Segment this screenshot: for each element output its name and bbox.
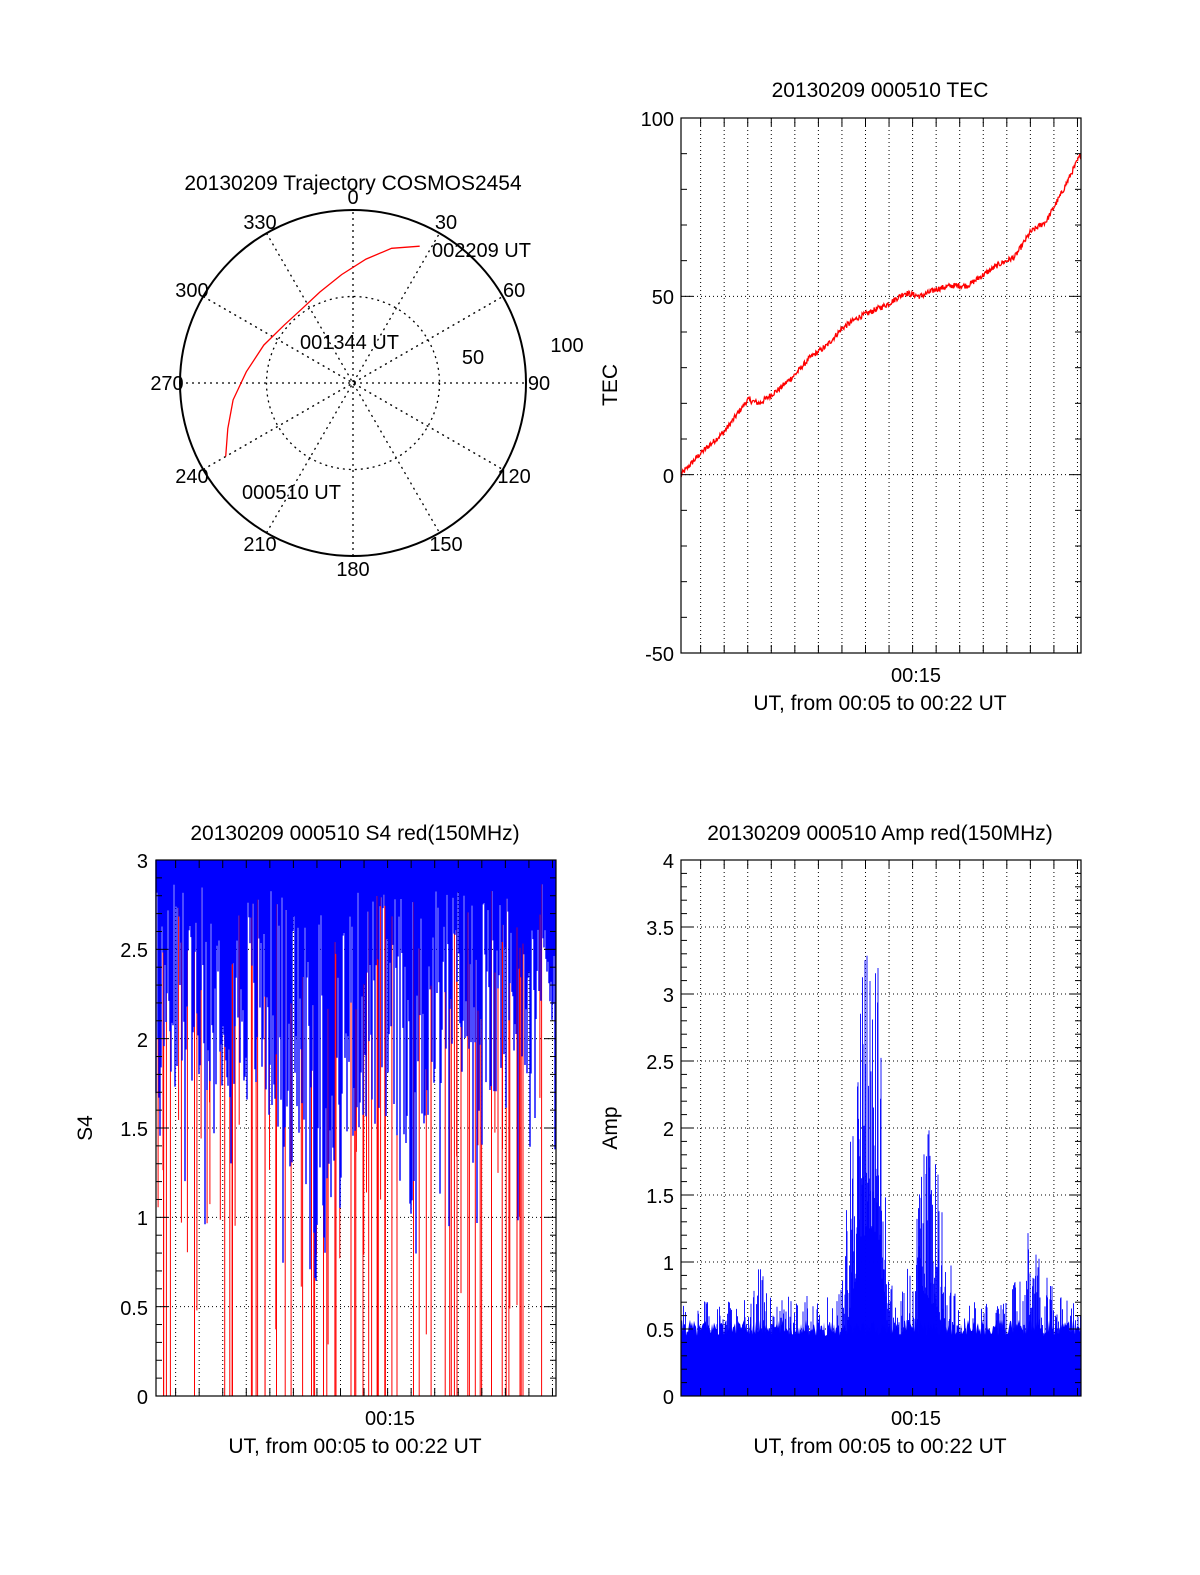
amp-xtick-label: 00:15 xyxy=(891,1408,941,1430)
polar-spoke xyxy=(202,295,504,471)
azimuth-tick-label: 0 xyxy=(347,187,358,209)
amp-ytick-label: 2 xyxy=(663,1119,674,1141)
tec-ytick-label: 50 xyxy=(652,287,674,309)
s4-xtick-label: 00:15 xyxy=(365,1408,415,1430)
amp-ytick-label: 1.5 xyxy=(646,1186,674,1208)
s4-ytick-label: 0.5 xyxy=(120,1298,148,1320)
azimuth-tick-label: 150 xyxy=(429,534,462,556)
amp-ytick-label: 3.5 xyxy=(646,918,674,940)
elevation-label-50: 50 xyxy=(462,347,484,369)
tec-ytick-label: 100 xyxy=(641,109,674,131)
tec-panel: 20130209 000510 TEC 100 50 0 -50 00:15 U… xyxy=(599,79,1082,715)
tec-title: 20130209 000510 TEC xyxy=(772,79,989,102)
polar-spoke xyxy=(265,232,441,534)
s4-ylabel: S4 xyxy=(74,1115,97,1141)
polar-azimuth-labels: 0 30 60 90 120 150 180 210 240 270 300 330 xyxy=(150,187,550,581)
tec-ticks xyxy=(681,117,1081,654)
azimuth-tick-label: 210 xyxy=(243,534,276,556)
azimuth-tick-label: 270 xyxy=(150,373,183,395)
tec-ytick-label: -50 xyxy=(645,644,674,666)
azimuth-tick-label: 120 xyxy=(497,466,530,488)
polar-outer-ring xyxy=(179,209,527,557)
amp-ytick-label: 4 xyxy=(663,851,674,873)
amp-ylabel: Amp xyxy=(599,1106,622,1149)
amp-ytick-label: 2.5 xyxy=(646,1052,674,1074)
elevation-label-100: 100 xyxy=(550,335,583,357)
azimuth-tick-label: 90 xyxy=(528,373,550,395)
s4-ytick-label: 3 xyxy=(137,851,148,873)
amp-ytick-label: 1 xyxy=(663,1253,674,1275)
s4-ytick-label: 1.5 xyxy=(120,1119,148,1141)
azimuth-tick-label: 240 xyxy=(175,466,208,488)
amp-series-spikes xyxy=(680,955,1081,1396)
amp-ytick-label: 0 xyxy=(663,1387,674,1409)
trajectory-title: 20130209 Trajectory COSMOS2454 xyxy=(184,172,522,195)
tec-axes-frame xyxy=(680,117,1082,654)
tec-ylabel: TEC xyxy=(599,364,622,406)
polar-spoke xyxy=(265,232,441,534)
amp-xlabel: UT, from 00:05 to 00:22 UT xyxy=(753,1435,1006,1458)
amp-panel: 20130209 000510 Amp red(150MHz) 4 3.5 3 … xyxy=(599,822,1082,1458)
track-mid-label: 001344 UT xyxy=(300,332,399,354)
s4-title: 20130209 000510 S4 red(150MHz) xyxy=(190,822,519,845)
s4-blue-series xyxy=(155,860,556,1281)
s4-ytick-label: 2 xyxy=(137,1030,148,1052)
azimuth-tick-label: 180 xyxy=(336,559,369,581)
tec-grid xyxy=(681,118,1081,653)
tec-xtick-label: 00:15 xyxy=(891,665,941,687)
azimuth-tick-label: 300 xyxy=(175,280,208,302)
azimuth-tick-label: 30 xyxy=(435,212,457,234)
s4-ticks xyxy=(156,859,556,1397)
tec-series-line xyxy=(680,153,1082,478)
s4-ytick-label: 0 xyxy=(137,1387,148,1409)
s4-panel: 20130209 000510 S4 red(150MHz) 3 2.5 2 1… xyxy=(74,822,557,1458)
track-start-label: 000510 UT xyxy=(242,482,341,504)
amp-ytick-label: 0.5 xyxy=(646,1320,674,1342)
tec-xlabel: UT, from 00:05 to 00:22 UT xyxy=(753,692,1006,715)
s4-ytick-label: 2.5 xyxy=(120,940,148,962)
amp-ticks xyxy=(681,859,1081,1397)
azimuth-tick-label: 60 xyxy=(503,280,525,302)
amp-ytick-label: 3 xyxy=(663,985,674,1007)
s4-xlabel: UT, from 00:05 to 00:22 UT xyxy=(228,1435,481,1458)
tec-ytick-label: 0 xyxy=(663,466,674,488)
amp-title: 20130209 000510 Amp red(150MHz) xyxy=(707,822,1053,845)
s4-ytick-label: 1 xyxy=(137,1208,148,1230)
satellite-track xyxy=(225,245,420,457)
polar-spoke xyxy=(202,295,504,471)
azimuth-tick-label: 330 xyxy=(243,212,276,234)
trajectory-panel: 20130209 Trajectory COSMOS2454 0 30 60 90 12… xyxy=(150,172,583,581)
track-end-label: 002209 UT xyxy=(432,240,531,262)
